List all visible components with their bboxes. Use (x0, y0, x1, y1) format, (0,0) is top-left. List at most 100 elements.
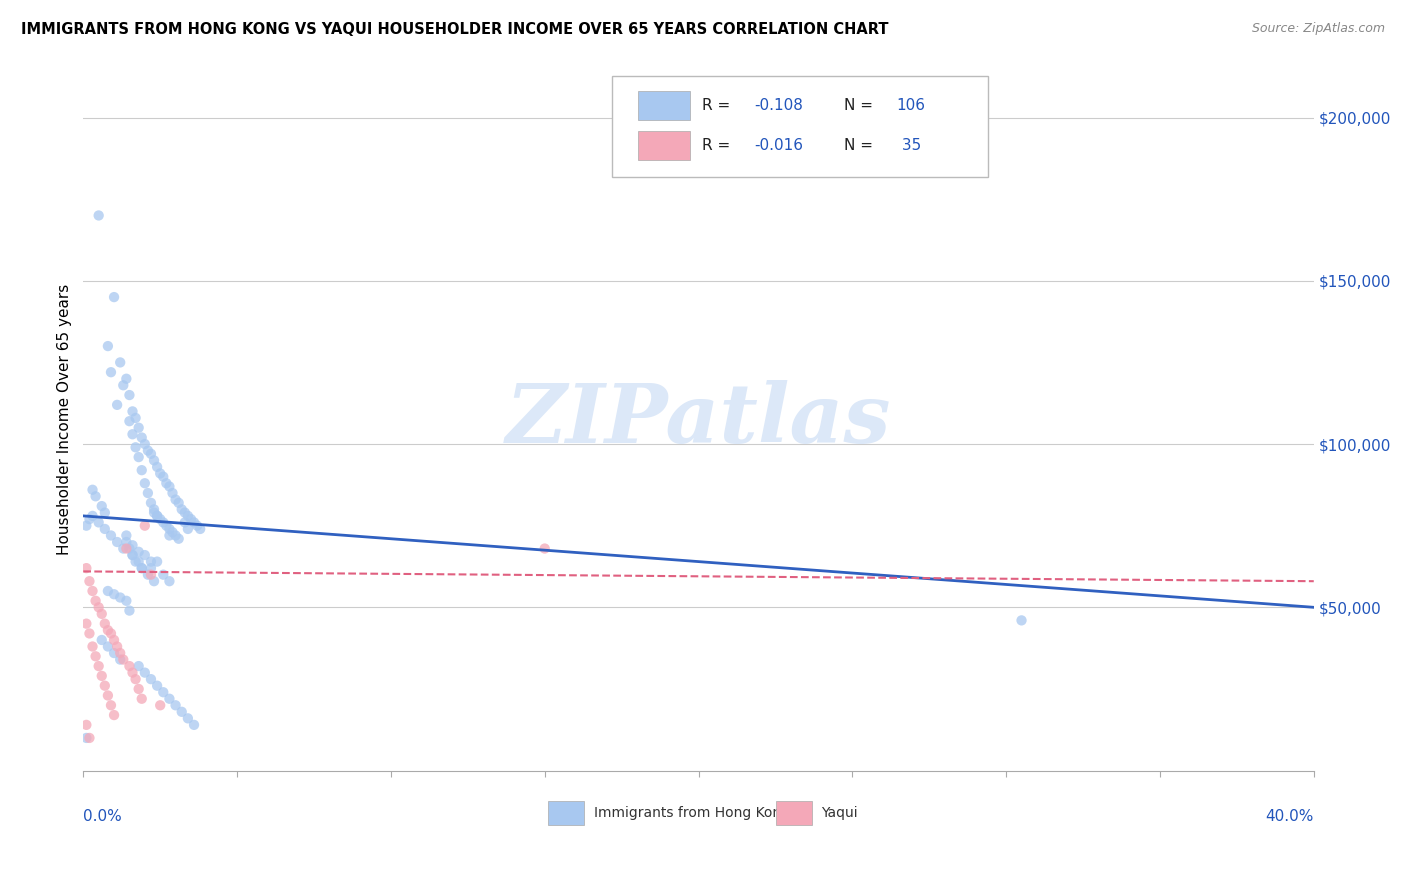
Point (108, 591, 131, 605)
Point (128, 421, 150, 435)
Point (143, 506, 166, 520)
Point (139, 567, 162, 582)
Point (124, 555, 146, 569)
Point (177, 711, 200, 725)
Point (79, 512, 101, 526)
Point (103, 587, 125, 601)
Point (143, 574, 166, 589)
Point (162, 486, 184, 500)
Point (146, 555, 169, 569)
Point (90, 499, 112, 513)
Point (115, 541, 138, 556)
FancyBboxPatch shape (613, 76, 987, 178)
Point (121, 548, 143, 562)
Point (84, 649, 107, 664)
Text: Immigrants from Hong Kong: Immigrants from Hong Kong (593, 805, 790, 820)
Point (155, 518, 177, 533)
Point (139, 447, 162, 461)
Point (121, 665, 143, 680)
Point (188, 522, 211, 536)
Point (112, 541, 135, 556)
Point (103, 708, 125, 723)
Point (159, 479, 181, 493)
Point (118, 541, 141, 556)
Point (112, 378, 135, 392)
Point (146, 679, 169, 693)
Point (108, 646, 131, 660)
Point (128, 681, 150, 696)
Point (105, 398, 128, 412)
Point (146, 508, 169, 523)
FancyBboxPatch shape (638, 91, 690, 120)
Point (75, 616, 97, 631)
Point (115, 528, 138, 542)
Point (75, 561, 97, 575)
Text: ZIPatlas: ZIPatlas (506, 380, 891, 459)
Point (177, 508, 200, 523)
Point (97, 640, 120, 654)
Point (131, 691, 153, 706)
Point (82, 483, 104, 497)
Point (94, 522, 117, 536)
Point (82, 508, 104, 523)
Point (183, 718, 205, 732)
Text: N =: N = (844, 98, 877, 113)
Point (90, 669, 112, 683)
Point (121, 404, 143, 418)
Point (173, 516, 195, 530)
Point (105, 535, 128, 549)
Text: -0.108: -0.108 (754, 98, 803, 113)
Text: Yaqui: Yaqui (821, 805, 858, 820)
Point (75, 731, 97, 745)
Point (180, 512, 202, 526)
Point (143, 453, 166, 467)
Point (75, 518, 97, 533)
Point (131, 430, 153, 444)
Point (105, 640, 128, 654)
Text: IMMIGRANTS FROM HONG KONG VS YAQUI HOUSEHOLDER INCOME OVER 65 YEARS CORRELATION : IMMIGRANTS FROM HONG KONG VS YAQUI HOUSE… (21, 22, 889, 37)
Point (170, 705, 193, 719)
Point (170, 502, 193, 516)
Point (1011, 613, 1033, 627)
Y-axis label: Householder Income Over 65 years: Householder Income Over 65 years (58, 284, 72, 555)
Point (94, 616, 117, 631)
Point (90, 607, 112, 621)
Point (149, 467, 172, 481)
Point (121, 427, 143, 442)
Point (128, 555, 150, 569)
Point (87, 209, 110, 223)
Point (139, 555, 162, 569)
Point (152, 516, 174, 530)
Point (139, 561, 162, 575)
Point (97, 584, 120, 599)
Point (149, 698, 172, 713)
Text: N =: N = (844, 138, 877, 153)
Point (533, 541, 555, 556)
Point (149, 512, 172, 526)
Point (79, 626, 101, 640)
Point (128, 545, 150, 559)
Point (94, 506, 117, 520)
Point (84, 594, 107, 608)
Text: 106: 106 (897, 98, 925, 113)
Point (167, 496, 190, 510)
Point (152, 685, 174, 699)
Point (118, 659, 141, 673)
FancyBboxPatch shape (776, 801, 811, 824)
Point (134, 665, 156, 680)
Point (167, 532, 190, 546)
Point (128, 659, 150, 673)
Point (97, 339, 120, 353)
Point (183, 516, 205, 530)
Point (131, 463, 153, 477)
Point (118, 388, 141, 402)
Text: 0.0%: 0.0% (83, 809, 122, 824)
Text: -0.016: -0.016 (754, 138, 803, 153)
Point (159, 691, 181, 706)
Point (136, 486, 159, 500)
Point (100, 365, 122, 379)
Point (134, 548, 156, 562)
Point (103, 290, 125, 304)
Point (75, 718, 97, 732)
Point (165, 698, 187, 713)
